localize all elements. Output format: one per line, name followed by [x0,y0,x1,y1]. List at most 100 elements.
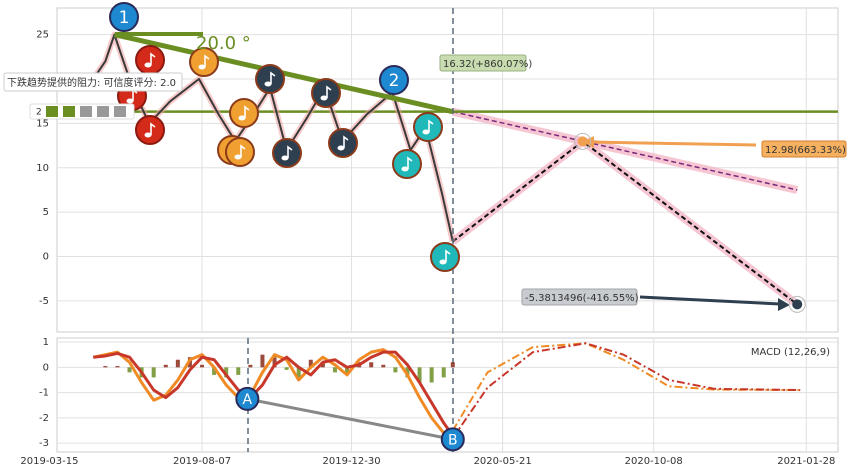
price-label: 16.32(+860.07%) [443,59,532,70]
macd-histogram-bar [332,367,337,373]
note-stem [270,71,276,84]
macd-frame [56,337,839,453]
note-head [401,166,409,172]
wave-label: 1 [119,8,130,28]
macd-histogram-bar [272,357,277,368]
tooltip-icon [80,106,92,117]
note-stem [204,54,210,67]
note-circle [311,78,341,108]
wave-label: 2 [389,71,400,91]
y-tick-label: 0 [43,252,49,263]
y-tick-label: 5 [43,207,49,218]
y-tick-label: 25 [36,30,49,41]
note-icon [413,112,443,142]
note-head [281,155,289,161]
x-tick-label: 2019-08-07 [173,456,231,467]
note-head [144,62,152,68]
macd-histogram-bar [212,367,217,375]
arrow-head [778,298,790,311]
price-label: 12.98(663.33%) [765,145,846,156]
note-head [198,64,206,70]
macd-histogram-bar [175,359,180,368]
arrow-head [582,136,594,148]
divergence-marker [440,427,465,452]
target-ring [574,132,592,150]
macd-histogram-bar [163,364,168,368]
note-icon [430,242,460,272]
note-circle [225,137,255,167]
macd-forecast [451,342,801,432]
note-circle [189,47,219,77]
note-circle [430,242,460,272]
note-circle [255,64,285,94]
arrow-line [639,295,781,306]
x-tick-label: 2020-05-21 [474,456,532,467]
divergence-line [247,397,454,441]
note-circle [135,115,165,145]
note-head [320,95,328,101]
note-stem [326,85,332,98]
main-frame [56,7,839,333]
macd-histogram-bar [151,367,156,378]
note-circle [392,149,422,179]
note-icon [272,138,302,168]
x-tick-label: 2021-01-28 [777,456,835,467]
tooltip-title: 下跌趋势提供的阻力: 可信度评分: 2.0 [7,76,176,89]
note-stem [407,156,413,169]
note-icon [189,47,219,77]
tooltip-icon [46,106,58,117]
note-icon [392,149,422,179]
macd-histogram-bar [236,367,241,375]
note-icon [135,45,165,75]
macd-histogram-bar [450,362,455,368]
note-head [234,154,242,160]
price-label-box [439,54,527,72]
note-head [238,115,246,121]
y-tick-label: 15 [36,118,49,129]
note-head [264,81,272,87]
tooltip-box [3,72,183,92]
tooltip-icon [97,106,109,117]
note-circle [272,138,302,168]
price-label-box [761,140,847,158]
macd-histogram-bar [381,364,386,368]
macd-histogram-bar [248,364,253,368]
macd-histogram-bar [200,364,205,368]
note-head [144,132,152,138]
divergence-label: A [243,392,253,408]
macd-histogram-bar [115,366,120,368]
divergence-marker [235,386,260,411]
target-dot [577,136,588,147]
note-stem [244,105,250,118]
note-stem [150,52,156,65]
macd-histogram-bar [441,367,446,378]
note-stem [287,145,293,158]
x-tick-label: 2019-12-30 [323,456,381,467]
projection-dash [452,110,798,191]
macd-histogram-bar [127,367,132,373]
macd-histogram-bar [417,367,422,383]
x-tick-label: 2020-10-08 [625,456,683,467]
y-tick-label: 0 [43,362,49,373]
note-head [422,129,430,135]
note-stem [150,122,156,135]
macd-histogram-bar [260,354,265,368]
wave-marker [109,2,139,32]
note-icon [328,128,358,158]
angle-label: 20.0 ° [196,33,251,54]
note-stem [428,119,434,132]
macd-histogram-bar [393,367,398,373]
note-icon [311,78,341,108]
macd-histogram-bar [103,366,108,368]
note-circle [328,128,358,158]
macd-histogram-bar [429,367,434,383]
y-tick-label: -2 [39,413,49,424]
x-tick-label: 2019-03-15 [20,456,78,467]
macd-histogram-bar [284,367,289,370]
macd-histogram-bar [296,367,301,380]
macd-histogram-bar [308,359,313,368]
y-tick-label: -5 [39,296,49,307]
macd-title: MACD (12,26,9) [751,347,830,358]
macd-histogram-bar [369,362,374,368]
